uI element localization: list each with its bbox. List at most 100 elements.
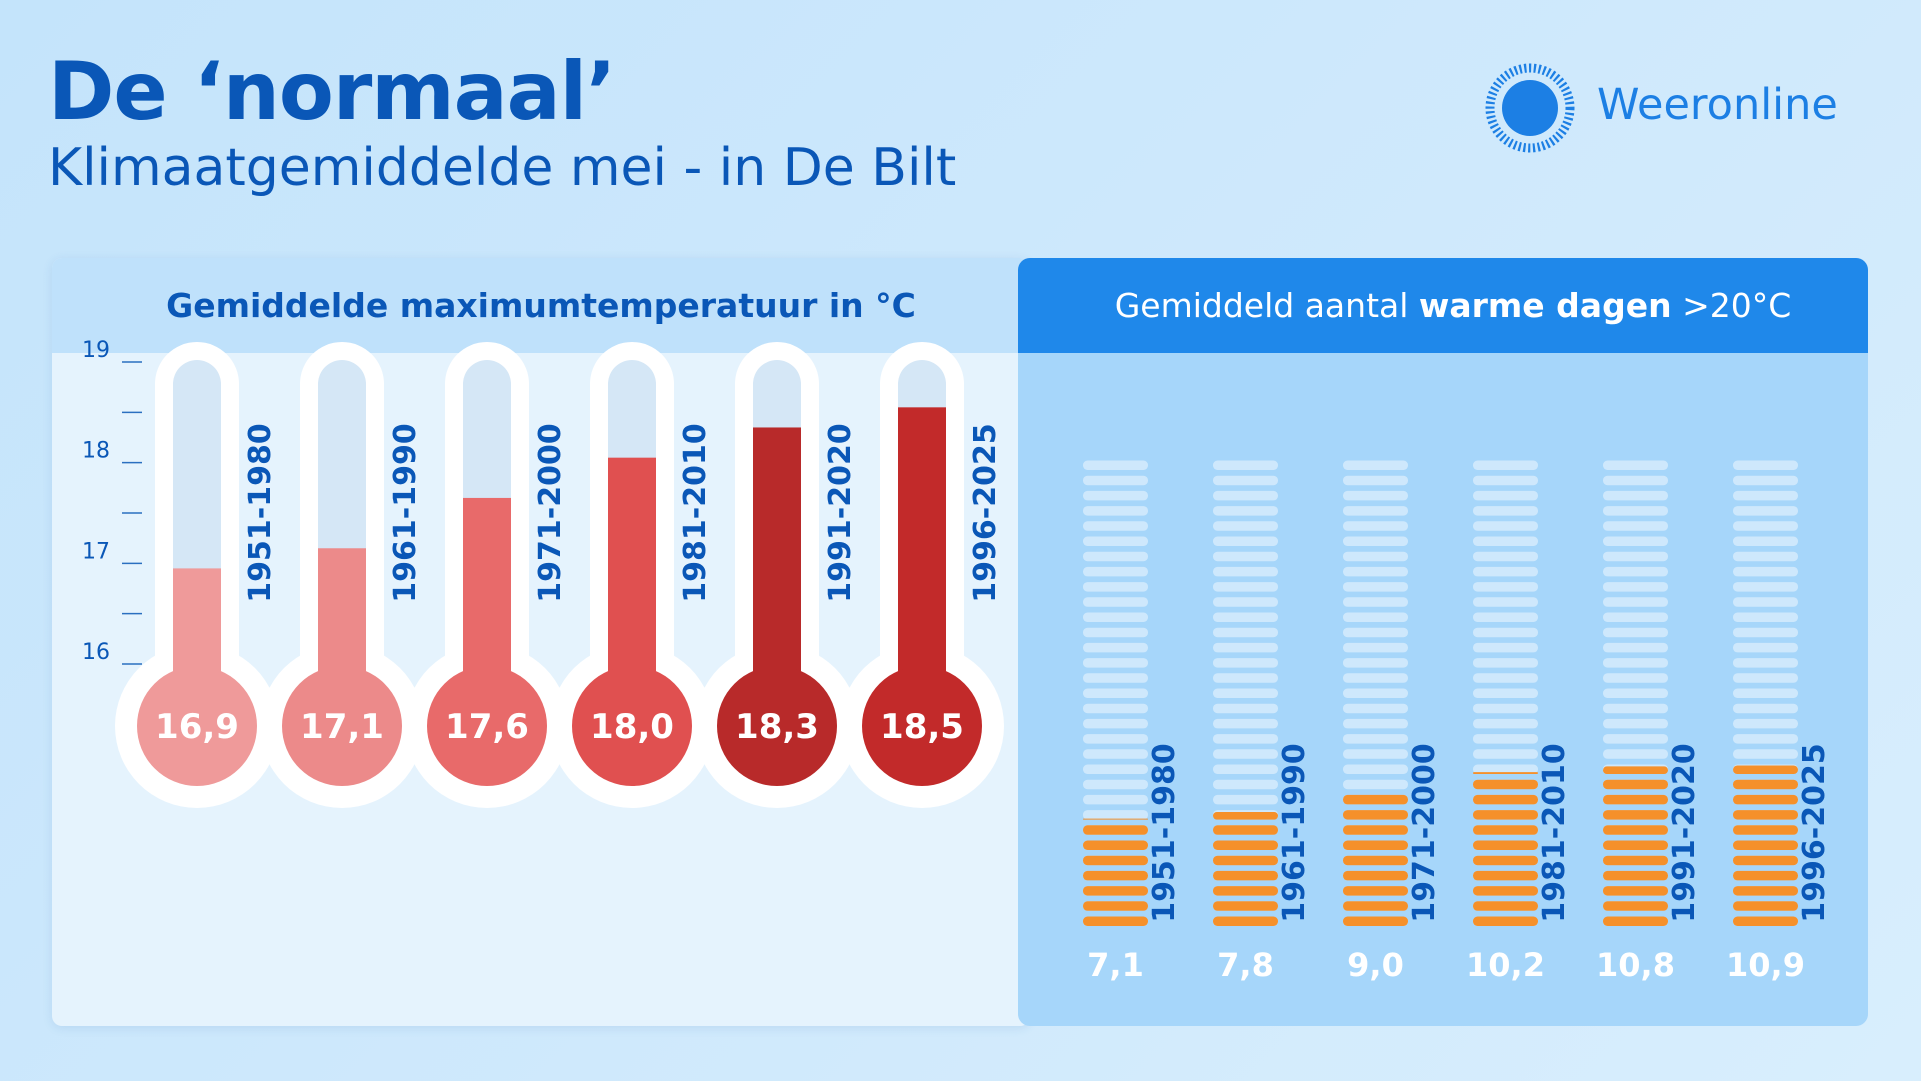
warm-day-bar — [1343, 840, 1408, 850]
day-segment-background — [1733, 658, 1798, 668]
period-label: 1996-2025 — [968, 423, 1003, 602]
day-segment-background — [1083, 703, 1148, 714]
day-segment-background — [1603, 475, 1668, 486]
thermometer-bulb — [572, 666, 692, 786]
day-segment-background — [1603, 627, 1668, 638]
warm-day-bar — [1343, 810, 1408, 820]
day-segment-background — [1213, 734, 1278, 744]
day-segment-background — [1733, 718, 1798, 729]
day-segment-background — [1603, 582, 1668, 592]
day-segment-background — [1213, 794, 1278, 805]
period-label: 1996-2025 — [1797, 743, 1832, 922]
warm-days-value-label: 10,2 — [1466, 946, 1545, 984]
warm-day-bar — [1603, 886, 1668, 896]
warm-day-bar — [1213, 870, 1278, 881]
day-segment-background — [1343, 582, 1408, 592]
day-segment-background — [1473, 718, 1538, 729]
warm-day-bar — [1473, 916, 1538, 926]
warm-day-bar — [1473, 779, 1538, 790]
thermometer: 18,3 1991-2020 — [695, 342, 859, 808]
day-segment-background — [1083, 749, 1148, 759]
day-segment-background — [1603, 566, 1668, 577]
day-segment-background — [1343, 734, 1408, 744]
day-segment-background — [1343, 597, 1408, 607]
day-segment-background — [1473, 460, 1538, 470]
day-segment-background — [1603, 490, 1668, 501]
day-segment-background — [1083, 688, 1148, 698]
day-segment-background — [1083, 810, 1148, 820]
day-segment-background — [1343, 718, 1408, 729]
warm-day-bar — [1733, 840, 1798, 850]
day-segment-background — [1213, 521, 1278, 531]
warm-day-bar — [1213, 901, 1278, 911]
thermometer: 17,1 1961-1990 — [260, 342, 424, 808]
day-segment-background — [1083, 794, 1148, 805]
warm-day-bar — [1733, 870, 1798, 881]
warm-day-bar — [1603, 901, 1668, 911]
day-segment-background — [1733, 490, 1798, 501]
warm-day-bar — [1213, 825, 1278, 835]
warm-days-panel-header: Gemiddeld aantal warme dagen >20°C — [1018, 258, 1868, 353]
thermometer-bulb — [282, 666, 402, 786]
thermometer: 17,6 1971-2000 — [405, 342, 569, 808]
day-segment-background — [1083, 627, 1148, 638]
day-segment-background — [1473, 642, 1538, 653]
temperature-value-label: 18,3 — [735, 707, 819, 747]
day-segment-background — [1213, 673, 1278, 683]
thermometer-bulb — [427, 666, 547, 786]
day-segment-background — [1083, 642, 1148, 653]
day-segment-background — [1473, 658, 1538, 668]
day-segment-background — [1343, 612, 1408, 622]
temperature-chart-title: Gemiddelde maximumtemperatuur in °C — [166, 286, 916, 325]
day-segment-background — [1733, 551, 1798, 562]
warm-days-value-label: 7,1 — [1087, 946, 1144, 984]
day-column: 10,9 1996-2025 — [1726, 460, 1832, 984]
day-segment-background — [1473, 612, 1538, 622]
day-segment-background — [1473, 521, 1538, 531]
day-segment-background — [1473, 490, 1538, 501]
warm-day-bar — [1733, 779, 1798, 790]
warm-day-bar — [1603, 779, 1668, 790]
day-segment-background — [1343, 551, 1408, 562]
day-segment-background — [1343, 490, 1408, 501]
day-segment-background — [1603, 658, 1668, 668]
thermometer-bulb — [717, 666, 837, 786]
day-segment-background — [1733, 521, 1798, 531]
day-segment-background — [1343, 536, 1408, 546]
day-segment-background — [1343, 764, 1408, 774]
warm-day-bar — [1473, 840, 1538, 850]
warm-day-bar — [1733, 855, 1798, 866]
warm-day-bar — [1603, 825, 1668, 835]
day-column: 10,2 1981-2010 — [1466, 460, 1572, 984]
day-segment-background — [1473, 703, 1538, 714]
day-segment-background — [1083, 597, 1148, 607]
day-segment-background — [1213, 749, 1278, 759]
warm-day-bar — [1213, 812, 1278, 820]
day-segment-background — [1473, 506, 1538, 516]
thermometer-bulb — [862, 666, 982, 786]
day-segment-background — [1473, 734, 1538, 744]
day-segment-background — [1473, 764, 1538, 774]
day-segment-background — [1733, 642, 1798, 653]
warm-day-bar — [1603, 840, 1668, 850]
warm-day-bar — [1343, 886, 1408, 896]
warm-day-bar — [1343, 870, 1408, 881]
warm-day-bar — [1083, 825, 1148, 835]
temperature-chart: 19 18 17 16 16,9 1951-1980 17,1 1961-1990 17,6 19… — [82, 338, 1004, 808]
thermometer-bulb — [137, 666, 257, 786]
day-segment-background — [1343, 658, 1408, 668]
warm-day-bar — [1213, 840, 1278, 850]
day-segment-background — [1343, 642, 1408, 653]
day-segment-background — [1213, 536, 1278, 546]
warm-days-panel: Gemiddeld aantal warme dagen >20°C 7,1 19… — [1018, 258, 1868, 1026]
warm-day-bar — [1083, 886, 1148, 896]
day-segment-background — [1343, 703, 1408, 714]
day-segment-background — [1213, 475, 1278, 486]
day-segment-background — [1343, 688, 1408, 698]
day-segment-background — [1083, 475, 1148, 486]
day-segment-background — [1473, 749, 1538, 759]
temperature-value-label: 17,6 — [445, 707, 529, 747]
warm-days-value-label: 10,9 — [1726, 946, 1805, 984]
day-segment-background — [1083, 521, 1148, 531]
